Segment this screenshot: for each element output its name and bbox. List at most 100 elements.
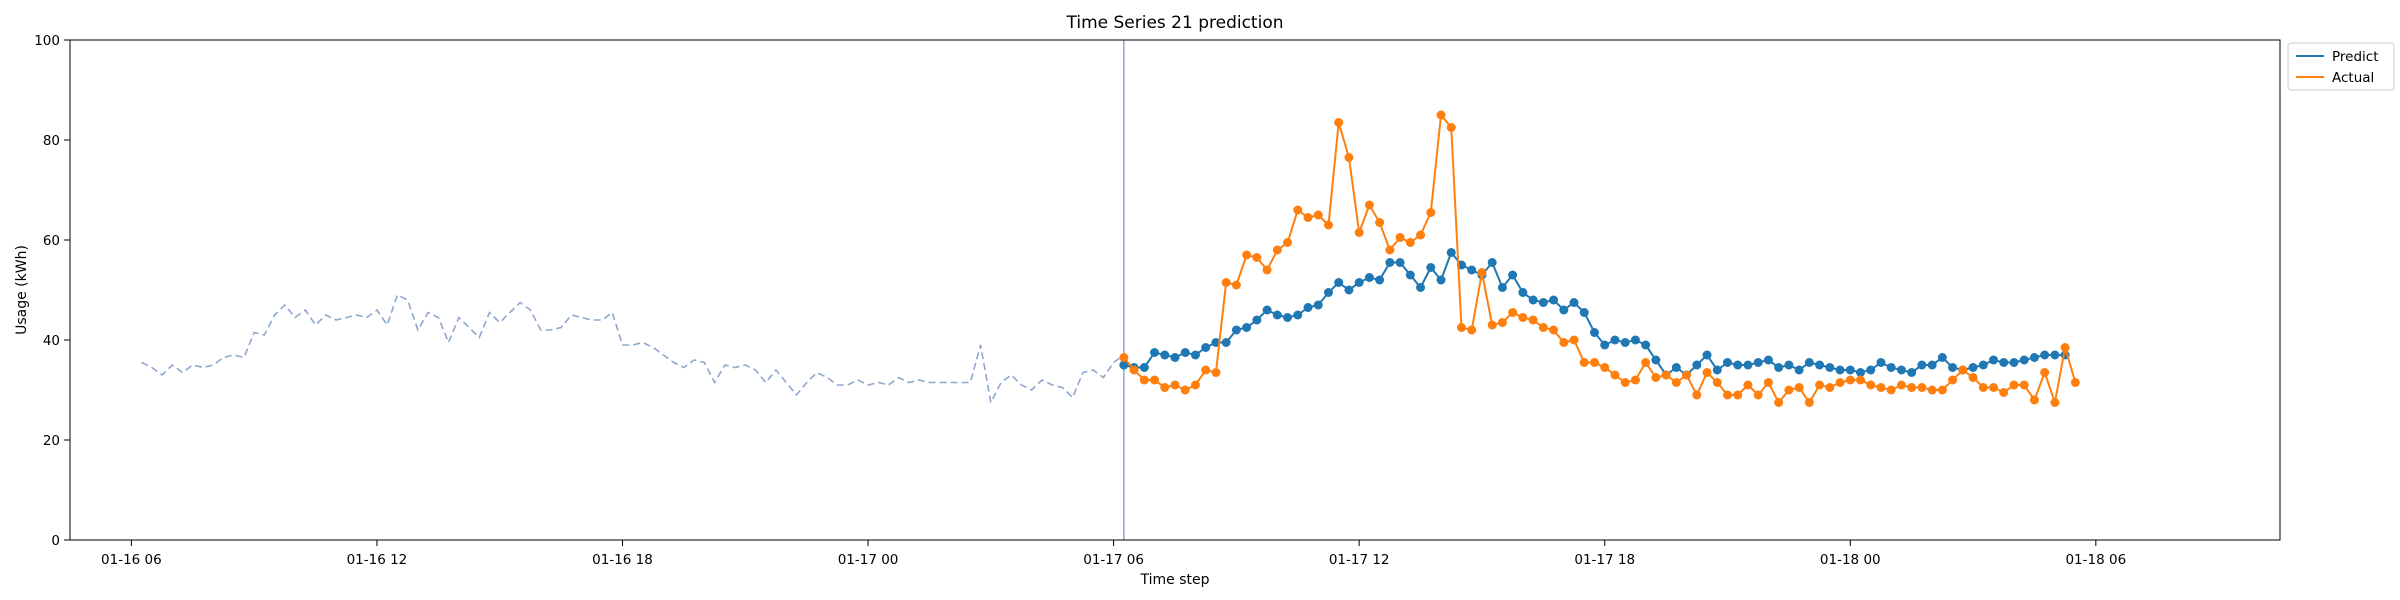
actual-point <box>1170 380 1180 390</box>
predict-point <box>1528 295 1538 305</box>
predict-point <box>1723 358 1732 367</box>
actual-point <box>1375 218 1385 227</box>
predict-point <box>2040 350 2050 360</box>
actual-point <box>1968 373 1978 382</box>
actual-point <box>1600 363 1610 372</box>
actual-point <box>1426 208 1436 217</box>
actual-point <box>1886 385 1896 395</box>
predict-point <box>1620 338 1630 347</box>
actual-point <box>1395 233 1405 242</box>
predict-point <box>1518 288 1528 297</box>
predict-point <box>2019 355 2029 365</box>
predict-point <box>1886 363 1896 372</box>
predict-point <box>1896 365 1906 375</box>
actual-point <box>1272 245 1282 255</box>
x-tick-label: 01-16 18 <box>592 552 653 568</box>
predict-point <box>1190 350 1200 360</box>
predict-point <box>1160 350 1170 360</box>
y-tick-label: 100 <box>34 33 60 49</box>
predict-point <box>1272 310 1282 320</box>
actual-point <box>1630 375 1640 385</box>
actual-point <box>1211 368 1221 377</box>
predict-point <box>1559 305 1569 315</box>
predict-point <box>1487 258 1497 267</box>
predict-point <box>1589 328 1599 337</box>
actual-point <box>1129 365 1139 375</box>
actual-point <box>1139 375 1149 385</box>
predict-point <box>1344 285 1354 295</box>
actual-point <box>1416 230 1426 240</box>
actual-point <box>1804 398 1814 407</box>
predict-point <box>2050 350 2060 360</box>
actual-point <box>1825 383 1835 392</box>
predict-point <box>1579 308 1589 317</box>
predict-point <box>1139 363 1149 372</box>
actual-point <box>1549 325 1559 335</box>
predict-point <box>1150 348 1160 357</box>
actual-point <box>1937 385 1947 395</box>
x-axis-label: Time step <box>1140 572 1210 588</box>
actual-point <box>1774 398 1784 407</box>
actual-point <box>1528 315 1538 325</box>
actual-point <box>1538 323 1548 332</box>
actual-point <box>1641 358 1651 367</box>
actual-point <box>1620 378 1630 387</box>
predict-point <box>1753 358 1763 367</box>
actual-point <box>1856 375 1866 385</box>
predict-point <box>1303 303 1313 312</box>
predict-point <box>1283 313 1293 322</box>
predict-point <box>1313 300 1323 310</box>
predict-point <box>1630 335 1640 345</box>
y-axis-label: Usage (kWh) <box>14 245 30 335</box>
x-tick-label: 01-17 12 <box>1329 552 1390 568</box>
predict-point <box>1426 263 1436 272</box>
predict-point <box>1815 360 1825 370</box>
predict-point <box>1927 360 1937 370</box>
predict-point <box>1794 365 1804 375</box>
predict-point <box>1231 325 1241 335</box>
actual-point <box>1405 238 1415 247</box>
predict-point <box>1641 340 1651 350</box>
predict-point <box>1948 363 1958 372</box>
actual-point <box>1579 358 1589 367</box>
actual-point <box>1231 280 1241 290</box>
actual-point <box>1589 358 1599 367</box>
actual-point <box>2050 398 2060 407</box>
actual-point <box>1518 313 1528 322</box>
actual-point <box>1569 335 1579 345</box>
predict-point <box>1651 355 1661 365</box>
actual-point <box>1221 278 1231 287</box>
x-tick-label: 01-17 00 <box>838 552 899 568</box>
actual-point <box>1610 370 1620 380</box>
actual-point <box>1876 383 1886 392</box>
predict-point <box>1692 360 1702 370</box>
actual-point <box>1917 383 1927 392</box>
predict-point <box>1395 258 1405 267</box>
y-tick-label: 0 <box>51 533 60 549</box>
actual-point <box>2019 380 2029 390</box>
actual-point <box>1682 370 1692 380</box>
actual-point <box>1354 228 1364 237</box>
x-tick-label: 01-16 06 <box>101 552 162 568</box>
predict-point <box>1119 360 1129 370</box>
actual-point <box>1927 385 1937 395</box>
predict-point <box>1743 360 1753 370</box>
actual-point <box>1385 245 1395 255</box>
actual-point <box>1989 383 1999 392</box>
actual-point <box>1794 383 1804 392</box>
y-tick-label: 80 <box>43 133 60 149</box>
x-tick-label: 01-18 06 <box>2065 552 2126 568</box>
predict-point <box>1835 365 1845 375</box>
predict-point <box>1999 358 2009 367</box>
actual-point <box>1763 378 1773 387</box>
actual-point <box>1313 210 1323 220</box>
actual-point <box>2029 395 2039 405</box>
actual-point <box>1201 365 1211 375</box>
predict-point <box>1733 360 1743 370</box>
actual-point <box>1508 308 1518 317</box>
actual-point <box>1978 383 1988 392</box>
predict-point <box>1538 298 1548 307</box>
predict-point <box>1405 270 1415 280</box>
predict-point <box>1170 353 1180 362</box>
